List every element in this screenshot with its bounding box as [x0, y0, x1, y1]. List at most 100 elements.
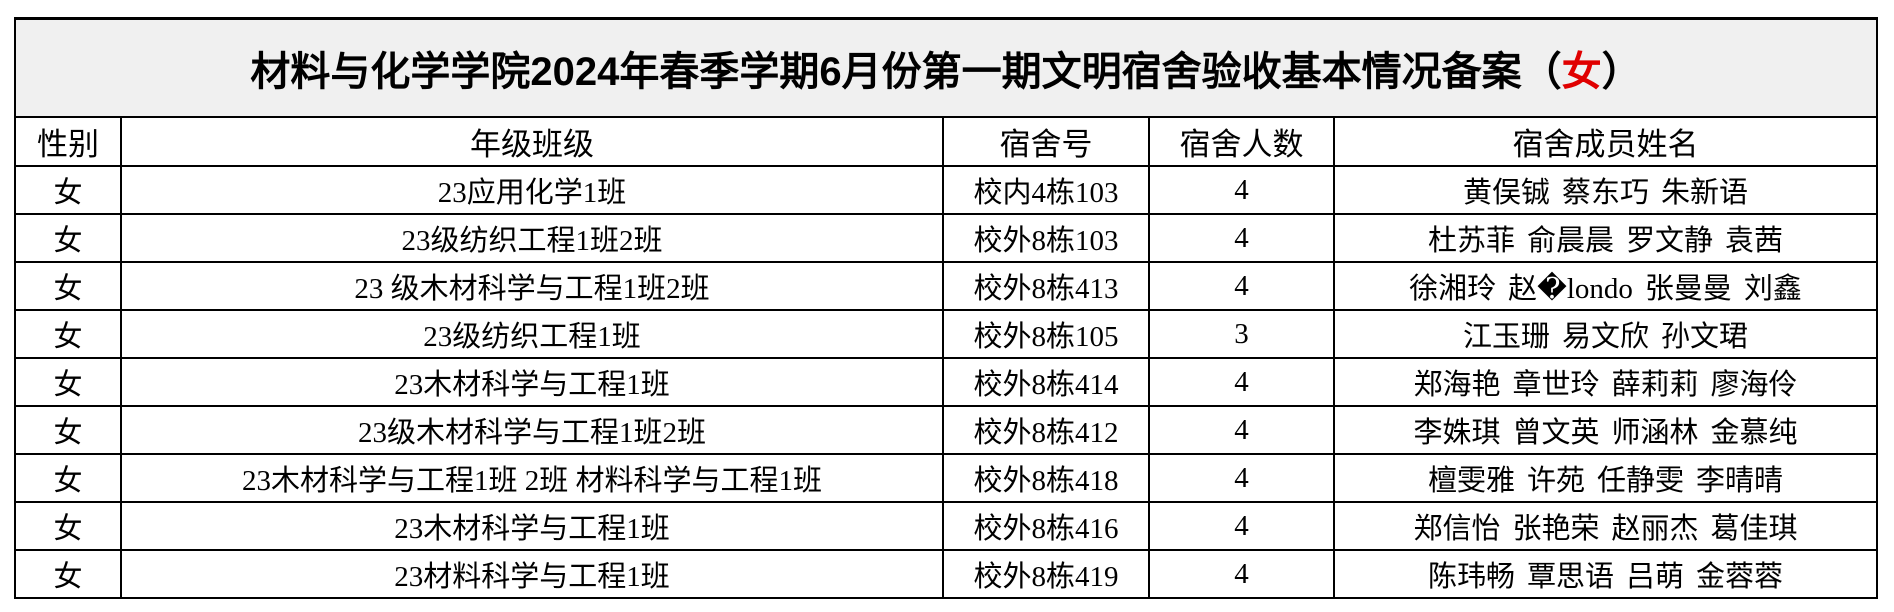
member-name: 师涵林 [1611, 417, 1699, 449]
dormitory-table: 材料与化学学院2024年春季学期6月份第一期文明宿舍验收基本情况备案（女） 性别… [13, 17, 1879, 599]
count-cell: 3 [1148, 309, 1335, 359]
title-text: 材料与化学学院2024年春季学期6月份第一期文明宿舍验收基本情况备案（ [250, 50, 1562, 94]
members-cell: 郑海艳 章世玲 薛莉莉 廖海伶 [1332, 357, 1879, 407]
gender-cell: 女 [14, 549, 122, 599]
count-cell: 4 [1148, 501, 1335, 551]
room-cell: 校外8栋416 [942, 501, 1150, 551]
column-header-gender: 性别 [14, 116, 122, 167]
member-name: 李姝琪 [1413, 417, 1501, 449]
class-cell: 23级纺织工程1班2班 [120, 213, 944, 263]
room-cell: 校外8栋418 [942, 453, 1150, 503]
class-cell: 23 级木材科学与工程1班2班 [120, 261, 944, 311]
member-name: 曾文英 [1512, 417, 1600, 449]
member-name: 吕萌 [1626, 561, 1685, 593]
members-cell: 檀雯雅 许苑 任静雯 李晴晴 [1332, 453, 1879, 503]
room-cell: 校外8栋412 [942, 405, 1150, 455]
title-suffix: ） [1601, 50, 1642, 94]
class-cell: 23级纺织工程1班 [120, 309, 944, 359]
member-name: 罗文静 [1626, 225, 1714, 257]
count-cell: 4 [1148, 405, 1335, 455]
gender-cell: 女 [14, 501, 122, 551]
member-name: 任静雯 [1597, 465, 1685, 497]
member-name: 郑海艳 [1413, 369, 1501, 401]
title-row: 材料与化学学院2024年春季学期6月份第一期文明宿舍验收基本情况备案（女） [13, 17, 1879, 118]
member-name: 葛佳琪 [1710, 513, 1798, 545]
member-name: 李晴晴 [1696, 465, 1784, 497]
gender-cell: 女 [14, 261, 122, 311]
member-name: 张曼曼 [1644, 273, 1732, 305]
count-cell: 4 [1148, 357, 1335, 407]
members-cell: 郑信怡 张艳荣 赵丽杰 葛佳琪 [1332, 501, 1879, 551]
table-row: 女 23木材科学与工程1班 2班 材料科学与工程1班 校外8栋418 4 檀雯雅 许苑 任静… [14, 453, 1879, 503]
member-name: 赵�londo [1508, 273, 1633, 305]
member-name: 陈玮畅 [1427, 561, 1515, 593]
member-name: 俞晨晨 [1527, 225, 1615, 257]
class-cell: 23木材科学与工程1班 [120, 357, 944, 407]
member-name: 赵丽杰 [1611, 513, 1699, 545]
gender-cell: 女 [14, 213, 122, 263]
count-cell: 4 [1148, 165, 1335, 215]
member-name: 覃思语 [1527, 561, 1615, 593]
class-cell: 23应用化学1班 [120, 165, 944, 215]
room-cell: 校外8栋414 [942, 357, 1150, 407]
member-name: 蔡东巧 [1562, 177, 1650, 209]
member-name: 黄俣铖 [1462, 177, 1550, 209]
page-title: 材料与化学学院2024年春季学期6月份第一期文明宿舍验收基本情况备案（女） [13, 17, 1879, 118]
member-name: 徐湘玲 [1409, 273, 1497, 305]
members-cell: 徐湘玲 赵�londo 张曼曼 刘鑫 [1332, 261, 1879, 311]
member-name: 江玉珊 [1462, 321, 1550, 353]
table-row: 女 23 级木材科学与工程1班2班 校外8栋413 4 徐湘玲 赵�londo 张曼曼 刘鑫 [14, 261, 1879, 311]
member-name: 金蓉蓉 [1696, 561, 1784, 593]
member-name: 郑信怡 [1413, 513, 1501, 545]
table-row: 女 23木材科学与工程1班 校外8栋414 4 郑海艳 章世玲 薛莉莉 廖海伶 [14, 357, 1879, 407]
gender-cell: 女 [14, 453, 122, 503]
table-row: 女 23级木材科学与工程1班2班 校外8栋412 4 李姝琪 曾文英 师涵林 金慕纯 [14, 405, 1879, 455]
member-name: 朱新语 [1661, 177, 1749, 209]
member-name: 章世玲 [1512, 369, 1600, 401]
member-name: 杜苏菲 [1427, 225, 1515, 257]
member-name: 张艳荣 [1512, 513, 1600, 545]
table-row: 女 23应用化学1班 校内4栋103 4 黄俣铖 蔡东巧 朱新语 [14, 165, 1879, 215]
room-cell: 校外8栋413 [942, 261, 1150, 311]
table-row: 女 23木材科学与工程1班 校外8栋416 4 郑信怡 张艳荣 赵丽杰 葛佳琪 [14, 501, 1879, 551]
members-cell: 李姝琪 曾文英 师涵林 金慕纯 [1332, 405, 1879, 455]
room-cell: 校外8栋103 [942, 213, 1150, 263]
count-cell: 4 [1148, 453, 1335, 503]
header-row: 性别 年级班级 宿舍号 宿舍人数 宿舍成员姓名 [14, 116, 1879, 167]
column-header-count: 宿舍人数 [1148, 116, 1335, 167]
members-cell: 黄俣铖 蔡东巧 朱新语 [1332, 165, 1879, 215]
count-cell: 4 [1148, 213, 1335, 263]
column-header-room: 宿舍号 [942, 116, 1150, 167]
class-cell: 23木材科学与工程1班 2班 材料科学与工程1班 [120, 453, 944, 503]
class-cell: 23木材科学与工程1班 [120, 501, 944, 551]
members-cell: 杜苏菲 俞晨晨 罗文静 袁茜 [1332, 213, 1879, 263]
count-cell: 4 [1148, 261, 1335, 311]
room-cell: 校外8栋105 [942, 309, 1150, 359]
members-cell: 陈玮畅 覃思语 吕萌 金蓉蓉 [1332, 549, 1879, 599]
member-name: 金慕纯 [1710, 417, 1798, 449]
member-name: 刘鑫 [1743, 273, 1802, 305]
gender-cell: 女 [14, 357, 122, 407]
member-name: 许苑 [1527, 465, 1586, 497]
member-name: 袁茜 [1725, 225, 1784, 257]
gender-cell: 女 [14, 165, 122, 215]
table-row: 女 23级纺织工程1班 校外8栋105 3 江玉珊 易文欣 孙文珺 [14, 309, 1879, 359]
class-cell: 23级木材科学与工程1班2班 [120, 405, 944, 455]
room-cell: 校内4栋103 [942, 165, 1150, 215]
gender-cell: 女 [14, 309, 122, 359]
column-header-class: 年级班级 [120, 116, 944, 167]
count-cell: 4 [1148, 549, 1335, 599]
room-cell: 校外8栋419 [942, 549, 1150, 599]
member-name: 易文欣 [1562, 321, 1650, 353]
column-header-members: 宿舍成员姓名 [1332, 116, 1879, 167]
members-cell: 江玉珊 易文欣 孙文珺 [1332, 309, 1879, 359]
member-name: 薛莉莉 [1611, 369, 1699, 401]
class-cell: 23材料科学与工程1班 [120, 549, 944, 599]
gender-cell: 女 [14, 405, 122, 455]
member-name: 孙文珺 [1661, 321, 1749, 353]
member-name: 廖海伶 [1710, 369, 1798, 401]
table-row: 女 23材料科学与工程1班 校外8栋419 4 陈玮畅 覃思语 吕萌 金蓉蓉 [14, 549, 1879, 599]
member-name: 檀雯雅 [1427, 465, 1515, 497]
table-row: 女 23级纺织工程1班2班 校外8栋103 4 杜苏菲 俞晨晨 罗文静 袁茜 [14, 213, 1879, 263]
title-gender-highlight: 女 [1561, 50, 1602, 94]
